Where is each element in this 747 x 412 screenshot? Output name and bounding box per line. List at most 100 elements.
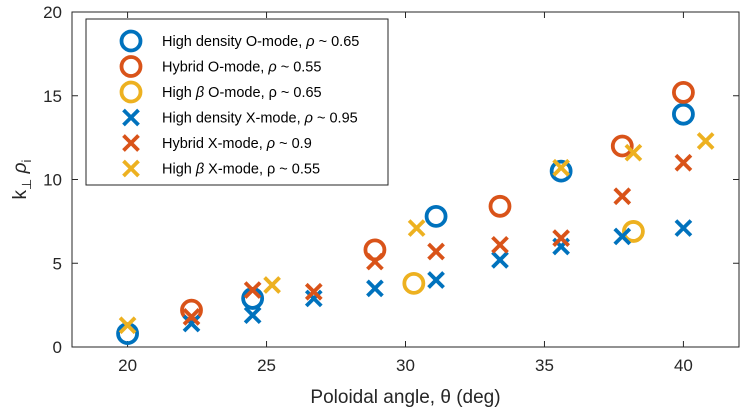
y-tick-label: 20 bbox=[43, 3, 62, 22]
legend-label-symbol: ρ bbox=[305, 34, 314, 50]
legend-item: Hybrid O-mode, ρ ~ 0.55 bbox=[119, 55, 321, 78]
data-point-x-stroke-b bbox=[624, 143, 643, 162]
legend-marker-circle bbox=[119, 55, 143, 78]
legend-label-post: ~ 0.55 bbox=[277, 60, 322, 76]
data-point-x-stroke-b bbox=[366, 279, 384, 298]
data-point-circle bbox=[424, 204, 448, 228]
data-point-x-stroke-b bbox=[366, 252, 384, 271]
data-point-x bbox=[552, 229, 570, 247]
legend-marker-x bbox=[122, 134, 140, 152]
data-point-x bbox=[491, 235, 509, 254]
legend-label-symbol: ρ bbox=[267, 60, 276, 76]
data-point-x-stroke-b bbox=[182, 314, 201, 333]
legend-label-post: O-mode, ρ ~ 0.65 bbox=[204, 85, 321, 101]
legend-marker-circle bbox=[119, 29, 143, 53]
y-tick-label: 5 bbox=[53, 254, 62, 273]
y-axis-label-k: k bbox=[10, 189, 31, 199]
legend-label-pre: High bbox=[162, 162, 196, 178]
data-point-x bbox=[552, 158, 570, 177]
legend-label-pre: Hybrid O-mode, bbox=[162, 60, 268, 76]
data-point-x bbox=[243, 306, 262, 325]
data-point-x bbox=[427, 242, 445, 261]
data-point-x bbox=[696, 132, 715, 150]
series-1 bbox=[116, 102, 695, 346]
data-point-circle bbox=[621, 220, 645, 243]
legend-label-post: ~ 0.95 bbox=[313, 111, 358, 127]
legend-label: High β X-mode, ρ ~ 0.55 bbox=[162, 162, 320, 178]
legend-label-pre: High bbox=[162, 85, 196, 101]
x-tick-label: 25 bbox=[257, 356, 276, 375]
data-point-x bbox=[674, 153, 693, 172]
data-point-x bbox=[674, 219, 693, 237]
legend-marker-x bbox=[122, 108, 140, 127]
data-point-circle bbox=[610, 134, 634, 158]
data-point-x-stroke-b bbox=[182, 308, 201, 326]
legend-marker-circle bbox=[119, 80, 143, 104]
data-point-x-stroke-b bbox=[304, 282, 323, 301]
y-tick-label: 15 bbox=[43, 87, 62, 106]
legend-item: High density X-mode, ρ ~ 0.95 bbox=[122, 108, 358, 127]
legend-marker-x-stroke-b bbox=[122, 159, 140, 178]
data-point-x bbox=[304, 282, 323, 301]
legend-label-post: X-mode, ρ ~ 0.55 bbox=[204, 162, 320, 178]
data-point-x bbox=[491, 251, 509, 269]
data-point-x-stroke-b bbox=[613, 187, 632, 206]
legend-label-pre: High density O-mode, bbox=[162, 34, 306, 50]
data-point-x-stroke-b bbox=[427, 242, 445, 261]
data-point-circle bbox=[488, 194, 512, 218]
legend-label: High β O-mode, ρ ~ 0.65 bbox=[162, 85, 322, 101]
y-tick-label: 10 bbox=[43, 171, 62, 190]
data-point-x-stroke-b bbox=[613, 227, 632, 246]
data-point-x bbox=[366, 252, 384, 271]
data-point-x-stroke-b bbox=[263, 276, 281, 294]
data-point-x-stroke-b bbox=[243, 306, 262, 325]
data-point-x bbox=[182, 308, 201, 326]
legend-label-pre: Hybrid X-mode, bbox=[162, 136, 267, 152]
data-point-x bbox=[243, 281, 262, 299]
data-marks bbox=[116, 81, 715, 346]
data-point-x bbox=[366, 279, 384, 298]
data-point-x bbox=[427, 271, 445, 289]
legend-label: Hybrid O-mode, ρ ~ 0.55 bbox=[162, 60, 321, 76]
x-tick-label: 35 bbox=[535, 356, 554, 375]
data-point-x-stroke-b bbox=[118, 316, 137, 335]
data-point-x bbox=[182, 314, 201, 333]
axes: 20 25 30 35 40 0 5 10 15 20 bbox=[43, 3, 740, 375]
legend-label-symbol: β bbox=[195, 162, 204, 178]
data-point-x-stroke-b bbox=[552, 229, 570, 247]
series-5 bbox=[182, 153, 693, 326]
legend-label: High density O-mode, ρ ~ 0.65 bbox=[162, 34, 359, 50]
legend-label-post: ~ 0.65 bbox=[315, 34, 360, 50]
x-tick-label: 40 bbox=[674, 356, 693, 375]
legend-label-post: ~ 0.9 bbox=[275, 136, 312, 152]
y-tick-label: 0 bbox=[53, 338, 62, 357]
x-axis-label: Poloidal angle, θ (deg) bbox=[310, 387, 500, 408]
y-axis-label: k⊥ ρi bbox=[10, 159, 34, 199]
legend: High density O-mode, ρ ~ 0.65 Hybrid O-mo… bbox=[85, 18, 389, 186]
x-tick-label: 20 bbox=[118, 356, 137, 375]
legend-label-symbol: ρ bbox=[304, 111, 313, 127]
y-axis-label-i: i bbox=[19, 159, 34, 162]
data-point-x-stroke-b bbox=[243, 281, 262, 299]
legend-marker-x bbox=[122, 159, 140, 178]
data-point-x-stroke-b bbox=[427, 271, 445, 289]
legend-item: Hybrid X-mode, ρ ~ 0.9 bbox=[122, 134, 312, 152]
y-axis-label-perp: ⊥ bbox=[19, 179, 34, 190]
data-point-x bbox=[613, 227, 632, 246]
legend-marker-x-stroke-b bbox=[122, 108, 140, 127]
series-3 bbox=[402, 220, 645, 295]
legend-label: Hybrid X-mode, ρ ~ 0.9 bbox=[162, 136, 312, 152]
legend-item: High density O-mode, ρ ~ 0.65 bbox=[119, 29, 359, 53]
legend-label-pre: High density X-mode, bbox=[162, 111, 305, 127]
data-point-x-stroke-b bbox=[696, 132, 715, 150]
data-point-x bbox=[624, 143, 643, 162]
legend-label: High density X-mode, ρ ~ 0.95 bbox=[162, 111, 358, 127]
legend-label-symbol: ρ bbox=[266, 136, 275, 152]
data-point-x-stroke-b bbox=[552, 158, 570, 177]
data-point-x-stroke-b bbox=[304, 289, 323, 308]
legend-item: High β X-mode, ρ ~ 0.55 bbox=[122, 159, 320, 178]
y-axis-label-rho: ρ bbox=[10, 162, 31, 178]
legend-marker-x-stroke-b bbox=[122, 134, 140, 152]
x-tick-label: 30 bbox=[396, 356, 415, 375]
